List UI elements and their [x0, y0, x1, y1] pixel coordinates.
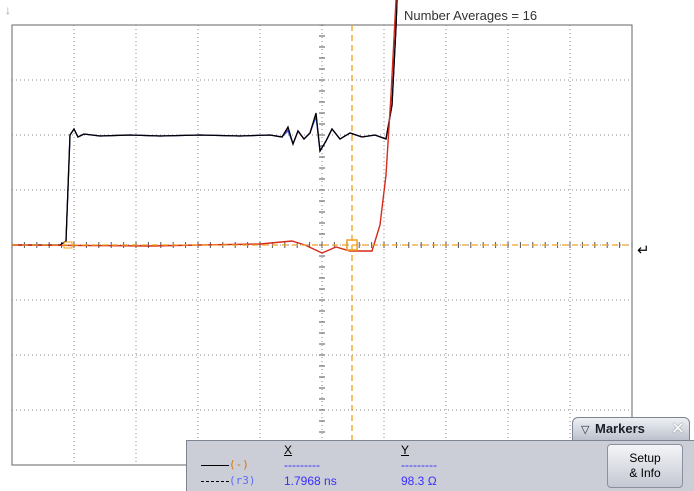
trace-magenta: [12, 0, 398, 246]
column-x-header: X: [284, 443, 293, 457]
marker-point: [346, 239, 358, 251]
marker-row-2-y: 98.3 Ω: [401, 474, 437, 488]
setup-info-button[interactable]: Setup & Info: [607, 444, 683, 488]
marker-row-2[interactable]: (r3): [201, 474, 256, 487]
marker-row-1-x: ---------: [284, 458, 320, 472]
marker-row-2-x: 1.7968 ns: [284, 474, 337, 488]
markers-title: Markers: [595, 421, 645, 436]
marker-row-1[interactable]: (-): [201, 458, 249, 471]
marker-row-1-source: (-): [229, 458, 249, 471]
dashed-line-icon: [201, 480, 229, 482]
markers-panel: X Y (-) --------- --------- (r3) 1.7968 …: [186, 440, 694, 491]
setup-info-line1: Setup: [629, 451, 661, 465]
trace-red: [11, 0, 397, 254]
marker-row-1-y: ---------: [401, 458, 437, 472]
trace-blue: [12, 0, 398, 246]
setup-info-line2: & Info: [629, 466, 661, 480]
ground-reference-icon: ↵: [637, 242, 650, 259]
solid-line-icon: [201, 464, 229, 466]
trace-black: [12, 0, 398, 246]
close-icon[interactable]: ✕: [670, 419, 685, 438]
trigger-arrow-icon: ↓: [5, 3, 11, 17]
collapse-triangle-icon[interactable]: ▽: [581, 424, 590, 436]
number-averages-label: Number Averages = 16: [404, 8, 538, 23]
markers-tab[interactable]: ▽ Markers ✕: [572, 417, 690, 441]
marker-start-point: [63, 241, 73, 249]
marker-row-2-source: (r3): [229, 474, 256, 487]
column-y-header: Y: [401, 443, 410, 457]
